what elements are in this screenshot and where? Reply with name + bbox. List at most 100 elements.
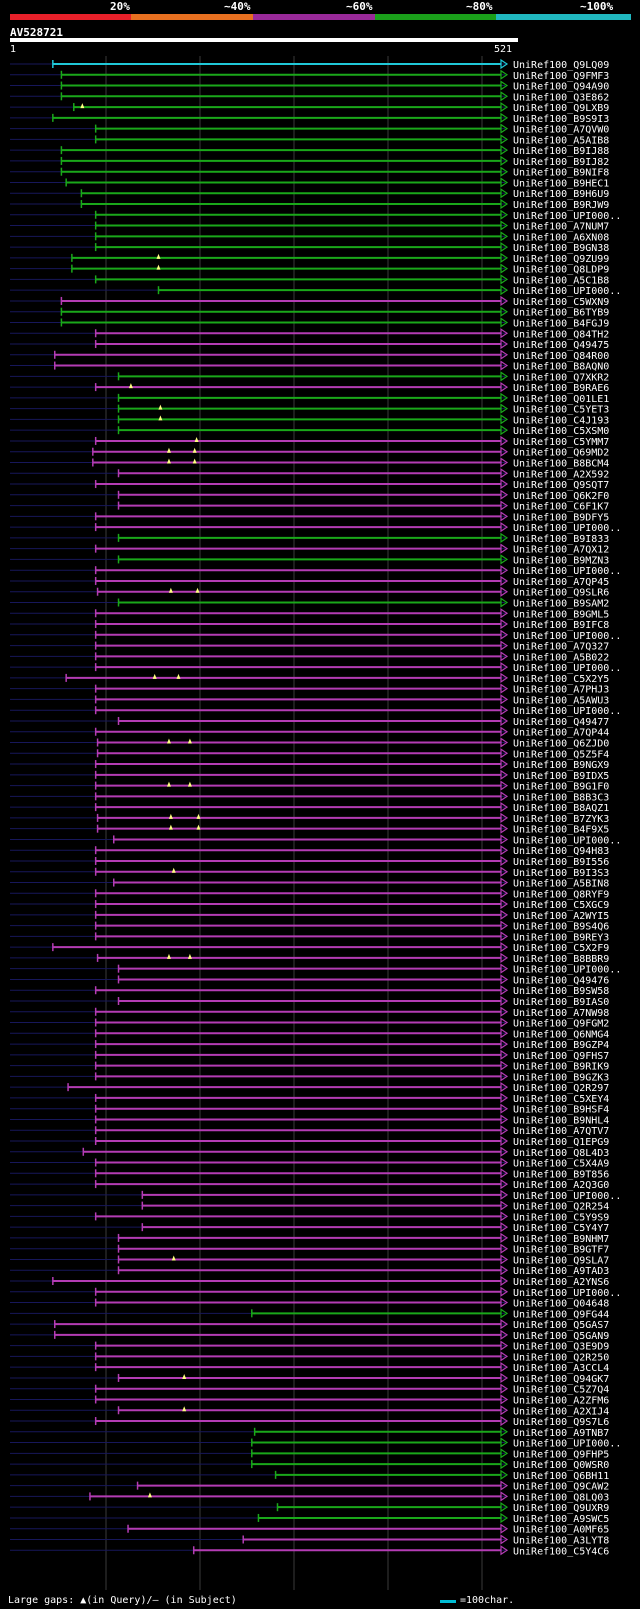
query-gap-marker xyxy=(166,781,171,787)
hit-label: UniRef100_Q9S7L6 xyxy=(513,1417,609,1428)
hit-end-arrow xyxy=(500,1523,509,1534)
hit-end-arrow xyxy=(500,220,509,231)
hit-end-arrow xyxy=(500,274,509,285)
hit-label: UniRef100_B8BBR9 xyxy=(513,954,609,965)
hit-end-arrow xyxy=(500,586,509,597)
hit-label: UniRef100_C5XSM0 xyxy=(513,426,609,437)
hit-end-arrow xyxy=(500,1265,509,1276)
query-gap-marker xyxy=(192,447,197,453)
hit-label: UniRef100_A5C1B8 xyxy=(513,275,609,286)
hit-end-arrow xyxy=(500,909,509,920)
hit-end-arrow xyxy=(500,1092,509,1104)
hit-end-arrow xyxy=(500,705,509,716)
hit-label: UniRef100_B9RAE6 xyxy=(513,383,609,394)
hit-end-arrow xyxy=(500,608,509,619)
hit-end-arrow xyxy=(500,145,509,156)
hit-end-arrow xyxy=(500,1415,509,1427)
query-gap-marker xyxy=(182,1406,187,1412)
hit-label: UniRef100_B8AQN0 xyxy=(513,362,609,373)
hit-end-arrow xyxy=(500,392,509,403)
hit-label: UniRef100_B9I3S3 xyxy=(513,868,609,879)
hit-end-arrow xyxy=(500,1448,509,1459)
hit-label: UniRef100_A7Q327 xyxy=(513,642,609,653)
hit-label: UniRef100_A9TAD3 xyxy=(513,1266,609,1277)
hit-end-arrow xyxy=(500,1017,509,1028)
hit-end-arrow xyxy=(500,1469,509,1480)
hit-label: UniRef100_Q2R254 xyxy=(513,1202,609,1213)
hit-end-arrow xyxy=(500,877,509,888)
hit-label: UniRef100_C5WXN9 xyxy=(513,297,609,308)
hit-end-arrow xyxy=(500,1458,509,1470)
hit-end-arrow xyxy=(500,166,509,177)
hit-end-arrow xyxy=(500,748,509,759)
hit-label: UniRef100_A2WYI5 xyxy=(513,911,609,922)
hit-label: UniRef100_B9SAM2 xyxy=(513,599,609,610)
hit-end-arrow xyxy=(500,683,509,694)
hit-label: UniRef100_Q9SQT7 xyxy=(513,480,609,491)
query-gap-marker xyxy=(80,103,85,109)
hit-end-arrow xyxy=(500,726,509,737)
query-gap-marker xyxy=(156,264,161,270)
hit-end-arrow xyxy=(500,931,509,942)
hit-end-arrow xyxy=(500,543,509,554)
hit-end-arrow xyxy=(500,360,509,371)
hit-label: UniRef100_Q2R250 xyxy=(513,1352,609,1363)
hit-label: UniRef100_B9IFC8 xyxy=(513,620,609,631)
hit-label: UniRef100_UPI000.. xyxy=(513,663,621,674)
hit-label: UniRef100_A2YNS6 xyxy=(513,1277,609,1288)
hit-end-arrow xyxy=(500,737,509,748)
hit-label: UniRef100_Q94GK7 xyxy=(513,1374,609,1385)
hit-label: UniRef100_B9GZK3 xyxy=(513,1072,609,1083)
query-gap-marker xyxy=(168,587,173,593)
hit-end-arrow xyxy=(500,1222,509,1233)
hit-end-arrow xyxy=(500,1286,509,1297)
hit-end-arrow xyxy=(500,1232,509,1244)
hit-end-arrow xyxy=(500,1534,509,1545)
hit-label: UniRef100_B9IJ82 xyxy=(513,157,609,168)
hit-end-arrow xyxy=(500,198,509,210)
hit-end-arrow xyxy=(500,123,509,134)
hit-label: UniRef100_B9RJW9 xyxy=(513,200,609,211)
hit-label: UniRef100_B8AQZ1 xyxy=(513,803,609,814)
hit-label: UniRef100_A3LYT8 xyxy=(513,1535,609,1546)
hit-end-arrow xyxy=(500,1545,509,1556)
hit-end-arrow xyxy=(500,1082,509,1093)
hit-label: UniRef100_Q8LQ03 xyxy=(513,1492,609,1503)
hit-label: UniRef100_B9S4Q6 xyxy=(513,922,609,933)
hit-end-arrow xyxy=(500,1157,509,1168)
hit-end-arrow xyxy=(500,1038,509,1050)
hit-end-arrow xyxy=(500,349,509,360)
hit-end-arrow xyxy=(500,457,509,468)
hit-end-arrow xyxy=(500,791,509,802)
hit-end-arrow xyxy=(500,758,509,770)
hit-end-arrow xyxy=(500,834,509,845)
query-scale-line xyxy=(10,38,518,42)
hit-label: UniRef100_UPI000.. xyxy=(513,286,621,297)
hit-end-arrow xyxy=(500,694,509,705)
hit-label: UniRef100_Q9UXR9 xyxy=(513,1503,609,1514)
query-gap-marker xyxy=(182,1373,187,1379)
hit-label: UniRef100_B9NGX9 xyxy=(513,760,609,771)
hit-label: UniRef100_B9DFY5 xyxy=(513,512,609,523)
hit-label: UniRef100_B9MZN3 xyxy=(513,555,609,566)
hit-label: UniRef100_A2ZFM6 xyxy=(513,1395,609,1406)
query-gap-marker xyxy=(187,953,192,959)
hit-end-arrow xyxy=(500,425,509,436)
hit-label: UniRef100_UPI000.. xyxy=(513,1288,621,1299)
query-gap-marker xyxy=(176,673,181,679)
hit-label: UniRef100_B9IAS0 xyxy=(513,997,609,1008)
hit-label: UniRef100_B9IJ88 xyxy=(513,146,609,157)
hit-label: UniRef100_A7QP45 xyxy=(513,577,609,588)
hit-end-arrow xyxy=(500,920,509,931)
hit-label: UniRef100_B7ZYK3 xyxy=(513,814,609,825)
hit-end-arrow xyxy=(500,478,509,490)
hit-label: UniRef100_C5X4A9 xyxy=(513,1159,609,1170)
hit-label: UniRef100_A7QP44 xyxy=(513,728,609,739)
hit-label: UniRef100_Q9FG44 xyxy=(513,1309,609,1320)
hit-label: UniRef100_A2XIJ4 xyxy=(513,1406,609,1417)
hit-end-arrow xyxy=(500,58,509,70)
query-gap-marker xyxy=(171,1255,176,1261)
hit-label: UniRef100_A7QVW0 xyxy=(513,125,609,136)
hit-end-arrow xyxy=(500,554,509,565)
hit-label: UniRef100_Q9LXB9 xyxy=(513,103,609,114)
